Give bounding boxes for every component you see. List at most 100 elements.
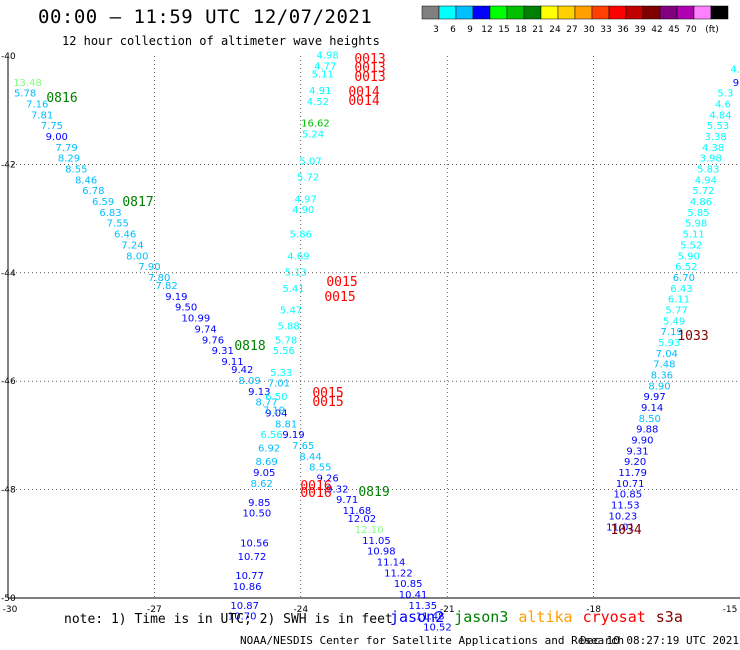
wave-height-point: 5.88 xyxy=(277,322,299,333)
wave-height-point: 11.53 xyxy=(611,501,640,512)
y-tick-label: -50 xyxy=(1,594,16,604)
wave-height-point: 9.20 xyxy=(624,457,646,468)
wave-height-point: 11.22 xyxy=(384,568,413,579)
wave-height-point: 4.77 xyxy=(314,62,336,73)
wave-height-point: 7.65 xyxy=(292,441,314,452)
wave-height-point: 9.74 xyxy=(195,324,217,335)
wave-height-point: 10.77 xyxy=(235,571,264,582)
scale-label: 42 xyxy=(651,25,662,35)
wave-height-point: 9.05 xyxy=(253,468,275,479)
scale-label: 39 xyxy=(634,25,646,35)
wave-height-point: 11.79 xyxy=(618,468,647,479)
wave-height-point: 9.19 xyxy=(282,430,304,441)
pass-time-label: 0015 xyxy=(324,290,355,305)
wave-height-point: 7.19 xyxy=(263,406,285,417)
wave-height-point: 8.81 xyxy=(275,419,297,430)
pass-time-label: 0819 xyxy=(358,485,389,500)
wave-height-point: 5.72 xyxy=(692,186,714,197)
wave-height-point: 4.90 xyxy=(292,205,314,216)
wave-height-point: 4.97 xyxy=(295,194,317,205)
wave-height-point: 7.48 xyxy=(653,360,675,371)
wave-height-point: 8.44 xyxy=(299,452,321,463)
wave-height-point: 6.11 xyxy=(668,295,690,306)
wave-height-point: 6.78 xyxy=(82,186,104,197)
pass-time-label: 0014 xyxy=(348,94,379,109)
wave-height-point: 4.84 xyxy=(709,110,731,121)
x-tick-label: -24 xyxy=(293,605,308,615)
legend-item-s3a: s3a xyxy=(655,608,683,626)
wave-height-point: 5.85 xyxy=(687,208,709,219)
wave-height-point: 4.94 xyxy=(695,175,717,186)
wave-height-point: 7.80 xyxy=(148,273,170,284)
x-tick-label: -18 xyxy=(586,605,601,615)
scale-label: 15 xyxy=(498,25,509,35)
pass-time-label: 1034 xyxy=(610,523,641,538)
x-tick-label: -27 xyxy=(147,605,162,615)
wave-height-point: 10.87 xyxy=(230,601,259,612)
wave-height-point: 16.62 xyxy=(301,118,330,129)
wave-height-point: 5.90 xyxy=(678,251,700,262)
x-tick-label: -30 xyxy=(3,605,18,615)
scale-label: 6 xyxy=(450,25,456,35)
y-tick-label: -42 xyxy=(1,160,16,170)
wave-height-point: 6.70 xyxy=(673,273,695,284)
wave-height-point: 8.50 xyxy=(639,414,661,425)
wave-height-point: 5.83 xyxy=(697,165,719,176)
wave-height-point: 8.09 xyxy=(238,376,260,387)
scale-label: 21 xyxy=(532,25,543,35)
wave-height-point: 9.32 xyxy=(326,484,348,495)
wave-height-point: 4.86 xyxy=(690,197,712,208)
wave-height-point: 9.50 xyxy=(175,303,197,314)
scale-label: (ft) xyxy=(705,25,719,35)
scale-label: 70 xyxy=(685,25,697,35)
wave-height-point: 8.90 xyxy=(648,381,670,392)
wave-height-point: 11.35 xyxy=(408,601,437,612)
scale-label: 3 xyxy=(433,25,439,35)
wave-height-point: 9.97 xyxy=(643,392,665,403)
pass-time-label: 0015 xyxy=(326,275,357,290)
wave-height-point: 6.52 xyxy=(675,262,697,273)
scale-label: 9 xyxy=(467,25,473,35)
wave-height-point: 8.55 xyxy=(65,165,87,176)
wave-height-point: 9.31 xyxy=(626,446,648,457)
wave-height-point: 5.98 xyxy=(685,219,707,230)
wave-height-point: 9.71 xyxy=(336,495,358,506)
wave-height-point: 10.56 xyxy=(240,539,269,550)
scale-label: 30 xyxy=(583,25,595,35)
wave-height-point: 9.90 xyxy=(631,436,653,447)
y-tick-label: -48 xyxy=(1,486,16,496)
scale-label: 36 xyxy=(617,25,629,35)
chart-title: 00:00 – 11:59 UTC 12/07/2021 xyxy=(38,6,373,28)
legend-item-jason3: jason3 xyxy=(454,608,509,626)
wave-height-point: 5.72 xyxy=(297,173,319,184)
wave-height-point: 11.48 xyxy=(416,612,445,623)
wave-height-point: 11.05 xyxy=(362,536,391,547)
x-tick-label: -15 xyxy=(723,605,738,615)
wave-height-point: 12.02 xyxy=(347,514,376,525)
wave-height-point: 5.07 xyxy=(299,156,321,167)
wave-height-point: 5.11 xyxy=(683,230,705,241)
wave-height-point: 7.16 xyxy=(26,99,48,110)
wave-height-point: 7.81 xyxy=(31,110,53,121)
wave-height-point: 6.50 xyxy=(265,392,287,403)
wave-height-point: 10.86 xyxy=(233,582,262,593)
wave-height-point: 9.76 xyxy=(202,335,224,346)
scale-label: 33 xyxy=(600,25,611,35)
wave-height-point: 5.53 xyxy=(707,121,729,132)
wave-height-point: 8.46 xyxy=(75,175,97,186)
wave-height-point: 10.70 xyxy=(228,612,257,623)
wave-height-point: 5.56 xyxy=(273,346,295,357)
pass-time-label: 0818 xyxy=(234,339,265,354)
wave-height-point: 10.41 xyxy=(399,590,428,601)
wave-height-point: 5.86 xyxy=(290,230,312,241)
wave-height-point: 7.01 xyxy=(268,379,290,390)
pass-time-label: 0014 xyxy=(348,85,379,100)
wave-height-point: 7.19 xyxy=(661,327,683,338)
wave-height-point: 4.69 xyxy=(287,251,309,262)
wave-height-point: 7.24 xyxy=(121,240,143,251)
wave-height-point: 5.52 xyxy=(680,240,702,251)
wave-height-point: 7.04 xyxy=(656,349,678,360)
wave-height-point: 11.14 xyxy=(377,557,406,568)
wave-height-point: 8.62 xyxy=(251,479,273,490)
